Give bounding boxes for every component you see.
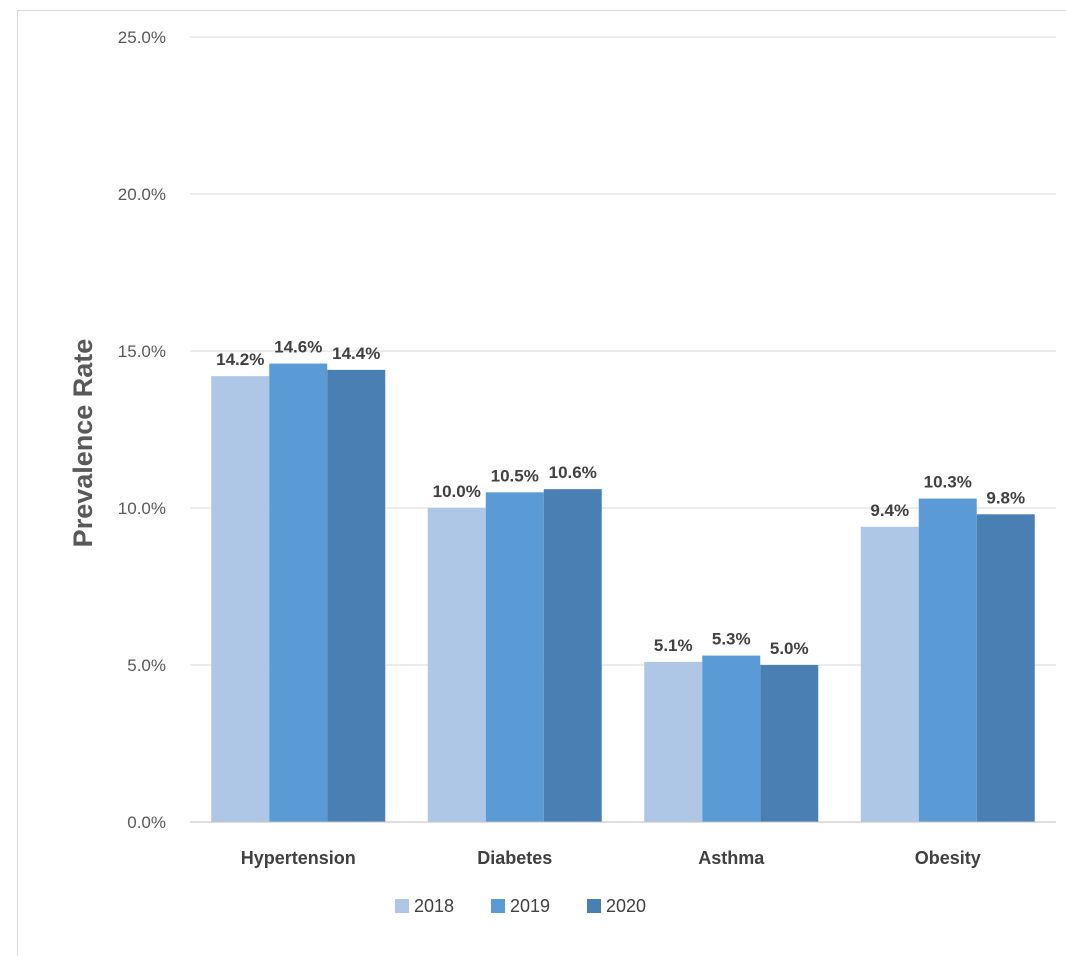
bar [760,665,819,822]
legend-swatch [491,899,505,913]
bar [485,492,544,822]
legend-label: 2018 [414,896,454,916]
data-label: 14.6% [274,338,322,357]
y-tick-label: 25.0% [118,28,166,47]
y-tick-label: 20.0% [118,185,166,204]
y-tick-label: 0.0% [127,813,166,832]
bars [211,363,1035,822]
bar [543,489,602,822]
x-category-label: Obesity [915,848,981,868]
data-label: 5.3% [712,630,751,649]
y-tick-label: 15.0% [118,342,166,361]
data-label: 9.4% [870,501,909,520]
bar [976,514,1035,822]
data-label: 9.8% [986,488,1025,507]
bar [702,655,761,822]
data-labels: 14.2% 14.6% 14.4% 10.0% 10.5% 10.6% 5.1% 5.3% 5.… [216,338,1025,658]
bar [860,526,919,822]
data-label: 10.3% [924,473,972,492]
bar [427,508,486,822]
data-label: 10.6% [549,463,597,482]
x-category-label: Diabetes [477,848,552,868]
y-tick-label: 5.0% [127,656,166,675]
legend-label: 2019 [510,896,550,916]
data-label: 14.4% [332,344,380,363]
data-label: 5.0% [770,639,809,658]
x-category-label: Hypertension [241,848,356,868]
legend: 2018 2019 2020 [395,896,646,916]
y-tick-label: 10.0% [118,499,166,518]
bar [269,363,328,822]
x-category-label: Asthma [698,848,765,868]
data-label: 10.5% [491,466,539,485]
bar [918,498,977,822]
legend-swatch [587,899,601,913]
bar [327,369,386,822]
legend-swatch [395,899,409,913]
data-label: 5.1% [654,636,693,655]
data-label: 10.0% [433,482,481,501]
bar [644,661,703,822]
y-axis-title: Prevalence Rate [68,339,98,548]
legend-label: 2020 [606,896,646,916]
axes: 0.0% 5.0% 10.0% 15.0% 20.0% 25.0% Hypertension… [118,28,1056,868]
data-label: 14.2% [216,350,264,369]
bar [211,376,270,822]
